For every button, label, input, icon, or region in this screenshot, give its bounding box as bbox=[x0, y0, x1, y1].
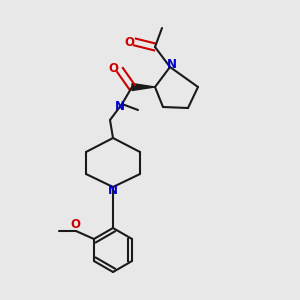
Polygon shape bbox=[132, 83, 155, 91]
Text: O: O bbox=[108, 62, 118, 76]
Text: O: O bbox=[70, 218, 80, 230]
Text: N: N bbox=[167, 58, 177, 70]
Text: N: N bbox=[115, 100, 125, 113]
Text: O: O bbox=[124, 35, 134, 49]
Text: N: N bbox=[108, 184, 118, 197]
